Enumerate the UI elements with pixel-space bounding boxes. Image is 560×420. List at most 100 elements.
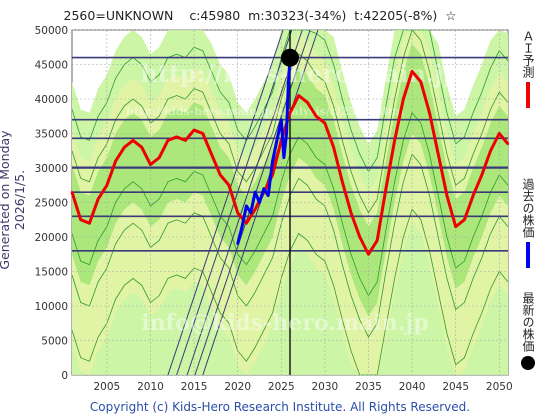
ai-forecast-line-point (123, 146, 126, 149)
past-price-line-point (236, 242, 239, 246)
x-tick-label: 2010 (137, 381, 164, 393)
ai-forecast-line-point (219, 173, 222, 177)
legend-ai: ＡＩ予測 (520, 30, 536, 108)
ai-forecast-line-point (358, 235, 361, 239)
current-price: c:45980 (189, 8, 241, 23)
x-tick-label: 2025 (268, 381, 295, 393)
past-price-line-point (282, 156, 286, 159)
trend-line (186, 29, 303, 376)
ai-forecast-line-point (332, 146, 335, 149)
x-tick-label: 2040 (399, 381, 426, 393)
ai-forecast-line-point (314, 115, 318, 118)
latest-price-dot (281, 48, 299, 67)
legend-past-label: 過去の株価 (521, 178, 535, 238)
ai-forecast-line-point (384, 187, 388, 190)
past-price-line-point (258, 201, 261, 204)
past-price-line-point (253, 190, 257, 194)
y-tick-label: 15000 (35, 267, 68, 279)
ai-forecast-line-point (114, 159, 117, 163)
y-tick-label: 45000 (35, 60, 68, 72)
past-price-line-point (285, 132, 288, 135)
y-tick-label: 40000 (35, 94, 68, 106)
y-tick-label: 0 (61, 370, 68, 382)
ai-forecast-line-point (96, 197, 100, 201)
y-tick-label: 30000 (35, 163, 68, 175)
ai-forecast-line-point (288, 111, 292, 115)
ai-forecast-line-point (402, 97, 405, 101)
chart-header: 2560=UNKNOWN c:45980 m:30323(-34%) t:422… (0, 8, 520, 23)
ai-forecast-line-point (236, 211, 239, 215)
past-price-line-point (275, 139, 279, 142)
ai-forecast-line-point (306, 101, 309, 104)
stock-code: 2560=UNKNOWN (63, 8, 174, 23)
ai-forecast-line-point (245, 222, 248, 225)
copyright-footer: Copyright (c) Kids-Hero Research Institu… (89, 400, 471, 414)
ai-forecast-line-point (506, 142, 510, 146)
ai-forecast-line-point (70, 190, 74, 194)
ai-forecast-line-point (201, 132, 204, 135)
watermark-text: info@kids-hero.main.jp (141, 310, 428, 336)
x-tick-label: 2050 (486, 381, 513, 393)
ai-forecast-line-point (445, 194, 449, 197)
ai-forecast-line-point (297, 94, 300, 97)
x-tick-label: 2015 (181, 381, 208, 393)
y-tick-label: 5000 (41, 336, 68, 348)
ai-forecast-line-point (79, 218, 82, 221)
ai-forecast-line-point (131, 139, 135, 142)
ai-forecast-line-point (158, 156, 161, 159)
x-tick-label: 2035 (355, 381, 382, 393)
x-tick-label: 2030 (312, 381, 339, 393)
ai-forecast-line-point (166, 139, 170, 142)
ai-forecast-line-point (323, 121, 327, 125)
ai-forecast-line-point (471, 194, 475, 197)
favorite-star-icon[interactable]: ☆ (445, 8, 457, 23)
ai-forecast-line-point (210, 153, 213, 156)
y-tick-label: 20000 (35, 232, 68, 244)
ai-forecast-line-point (149, 163, 152, 166)
ai-forecast-line-point (140, 146, 143, 149)
x-tick-label: 2045 (442, 381, 469, 393)
watermark-text: http://kids-hero.main.jp (140, 59, 459, 88)
legend-latest-label: 最新の株価 (521, 292, 535, 352)
y-tick-label: 50000 (35, 25, 68, 37)
past-price-line-point (245, 204, 248, 208)
ai-forecast-line-point (253, 208, 257, 211)
legend-ai-swatch (526, 82, 530, 108)
ai-forecast-line-point (428, 111, 431, 115)
ai-forecast-line-point (227, 184, 231, 187)
forecast-band-inner (72, 43, 508, 317)
target-price: t:42205(-8%) (354, 8, 438, 23)
ai-forecast-line-point (454, 225, 457, 228)
ai-forecast-line-point (437, 153, 440, 156)
ai-forecast-line-point (341, 180, 344, 183)
past-price-line-point (280, 118, 283, 121)
ai-forecast-line-point (410, 70, 414, 73)
ai-forecast-line-point (175, 135, 178, 139)
legend-past-swatch (526, 242, 530, 268)
past-price-line-point (262, 187, 266, 190)
min-price: m:30323(-34%) (248, 8, 347, 23)
past-price-line-point (267, 194, 270, 197)
legend-latest-dot-icon (521, 356, 535, 370)
watermark-text: http://kids-hero.main.jp/analysis/c/2560… (126, 105, 404, 118)
legend-past: 過去の株価 (520, 178, 536, 268)
x-tick-label: 2005 (94, 381, 121, 393)
ai-forecast-line-point (489, 149, 492, 152)
ai-forecast-line-point (88, 222, 91, 225)
y-tick-label: 10000 (35, 301, 68, 313)
y-tick-label: 25000 (35, 198, 68, 210)
ai-forecast-line-point (480, 173, 484, 177)
ai-forecast-line-point (349, 211, 353, 215)
ai-forecast-line-point (463, 218, 466, 221)
ai-forecast-line-point (376, 239, 379, 242)
past-price-line-point (249, 211, 252, 215)
legend-ai-label: ＡＩ予測 (521, 30, 535, 78)
past-price-line-point (240, 225, 244, 228)
y-tick-label: 35000 (35, 129, 68, 141)
past-price-line-point (271, 159, 274, 163)
ai-forecast-line-point (367, 253, 370, 256)
ai-forecast-line-point (419, 80, 422, 83)
ai-forecast-line-point (393, 139, 396, 142)
ai-forecast-line-point (498, 132, 501, 135)
